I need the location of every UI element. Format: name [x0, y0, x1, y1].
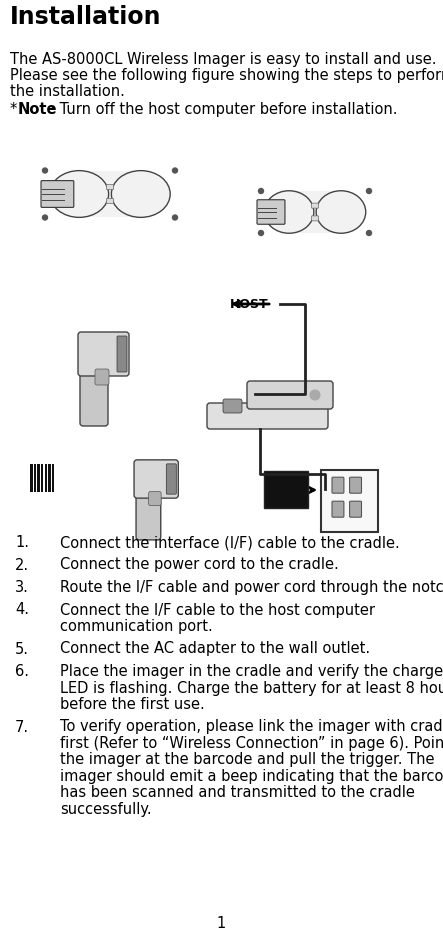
Circle shape: [172, 216, 178, 221]
Text: The AS-8000CL Wireless Imager is easy to install and use.: The AS-8000CL Wireless Imager is easy to…: [10, 52, 436, 67]
FancyBboxPatch shape: [117, 337, 127, 373]
Text: imager should emit a beep indicating that the barcode: imager should emit a beep indicating tha…: [60, 768, 443, 783]
Text: Connect the I/F cable to the host computer: Connect the I/F cable to the host comput…: [60, 602, 375, 617]
FancyBboxPatch shape: [78, 332, 129, 377]
Text: Route the I/F cable and power cord through the notch.: Route the I/F cable and power cord throu…: [60, 579, 443, 594]
Bar: [45, 465, 47, 493]
Text: 7.: 7.: [15, 718, 29, 734]
Text: communication port.: communication port.: [60, 618, 213, 633]
Circle shape: [259, 231, 264, 237]
Circle shape: [43, 169, 47, 174]
Bar: [36, 465, 38, 493]
Text: 5.: 5.: [15, 641, 29, 656]
Bar: [47, 465, 48, 493]
FancyBboxPatch shape: [149, 492, 161, 506]
FancyBboxPatch shape: [289, 191, 341, 234]
Bar: [52, 465, 54, 493]
Text: Installation: Installation: [10, 5, 162, 29]
Circle shape: [366, 231, 372, 237]
FancyBboxPatch shape: [264, 471, 308, 509]
FancyBboxPatch shape: [321, 470, 378, 533]
Text: Connect the interface (I/F) cable to the cradle.: Connect the interface (I/F) cable to the…: [60, 535, 400, 549]
FancyBboxPatch shape: [332, 478, 344, 494]
Text: 4.: 4.: [15, 602, 29, 617]
FancyBboxPatch shape: [332, 502, 344, 518]
FancyBboxPatch shape: [223, 400, 242, 414]
Circle shape: [310, 391, 320, 401]
Text: : Turn off the host computer before installation.: : Turn off the host computer before inst…: [50, 102, 397, 117]
FancyBboxPatch shape: [311, 204, 319, 209]
FancyBboxPatch shape: [136, 487, 161, 540]
Text: To verify operation, please link the imager with cradle: To verify operation, please link the ima…: [60, 718, 443, 734]
Ellipse shape: [316, 191, 366, 234]
Text: 6.: 6.: [15, 664, 29, 678]
Circle shape: [259, 189, 264, 194]
Text: Place the imager in the cradle and verify the charge: Place the imager in the cradle and verif…: [60, 664, 443, 678]
FancyBboxPatch shape: [95, 369, 109, 386]
Text: the imager at the barcode and pull the trigger. The: the imager at the barcode and pull the t…: [60, 752, 435, 767]
Bar: [33, 465, 35, 493]
FancyBboxPatch shape: [350, 502, 361, 518]
Bar: [40, 465, 42, 493]
FancyBboxPatch shape: [257, 200, 285, 225]
Circle shape: [366, 189, 372, 194]
Bar: [42, 465, 43, 493]
Text: Connect the power cord to the cradle.: Connect the power cord to the cradle.: [60, 557, 339, 572]
Text: *: *: [10, 102, 22, 117]
FancyBboxPatch shape: [80, 366, 108, 427]
Text: successfully.: successfully.: [60, 801, 152, 816]
Text: Note: Note: [18, 102, 58, 117]
Bar: [30, 465, 33, 493]
FancyBboxPatch shape: [79, 172, 141, 218]
Text: 3.: 3.: [15, 579, 29, 594]
FancyBboxPatch shape: [247, 381, 333, 409]
Ellipse shape: [264, 191, 314, 234]
Ellipse shape: [111, 172, 170, 218]
FancyBboxPatch shape: [41, 182, 74, 208]
FancyBboxPatch shape: [166, 464, 176, 495]
Text: has been scanned and transmitted to the cradle: has been scanned and transmitted to the …: [60, 785, 415, 800]
Text: before the first use.: before the first use.: [60, 696, 205, 711]
Circle shape: [43, 216, 47, 221]
Text: LED is flashing. Charge the battery for at least 8 hours: LED is flashing. Charge the battery for …: [60, 680, 443, 695]
Text: Please see the following figure showing the steps to perform: Please see the following figure showing …: [10, 68, 443, 83]
Bar: [51, 465, 52, 493]
Text: 1.: 1.: [15, 535, 29, 549]
FancyBboxPatch shape: [106, 200, 113, 204]
Text: the installation.: the installation.: [10, 84, 125, 99]
Text: 2.: 2.: [15, 557, 29, 572]
Bar: [43, 465, 45, 493]
Text: 1: 1: [217, 915, 226, 928]
Ellipse shape: [50, 172, 109, 218]
Bar: [35, 465, 36, 493]
Bar: [38, 465, 40, 493]
Bar: [48, 465, 51, 493]
Text: HOST: HOST: [230, 298, 268, 311]
FancyBboxPatch shape: [311, 216, 319, 222]
FancyBboxPatch shape: [207, 404, 328, 430]
Text: Connect the AC adapter to the wall outlet.: Connect the AC adapter to the wall outle…: [60, 641, 370, 656]
FancyBboxPatch shape: [350, 478, 361, 494]
FancyBboxPatch shape: [134, 460, 178, 498]
Text: first (Refer to “Wireless Connection” in page 6). Point: first (Refer to “Wireless Connection” in…: [60, 735, 443, 750]
FancyBboxPatch shape: [106, 186, 113, 190]
Circle shape: [172, 169, 178, 174]
